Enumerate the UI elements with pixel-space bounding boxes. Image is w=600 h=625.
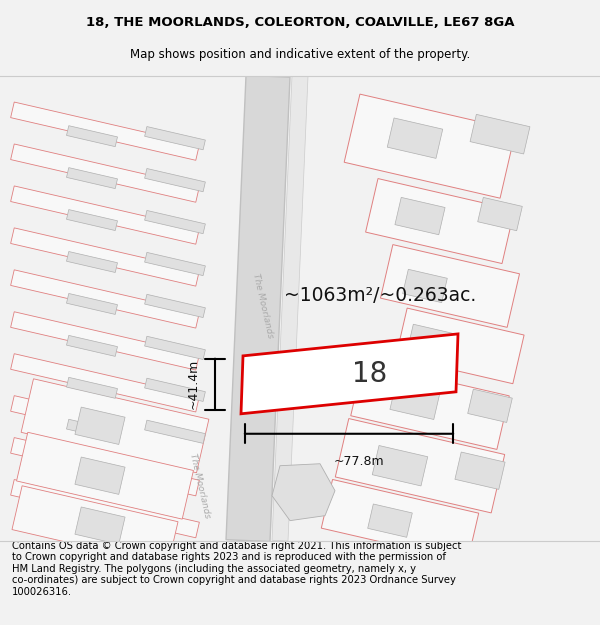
Polygon shape <box>145 420 205 443</box>
Polygon shape <box>67 168 118 189</box>
Polygon shape <box>145 211 205 234</box>
Polygon shape <box>11 270 199 328</box>
Text: 18: 18 <box>352 360 387 388</box>
Polygon shape <box>408 324 452 357</box>
Text: Map shows position and indicative extent of the property.: Map shows position and indicative extent… <box>130 48 470 61</box>
Polygon shape <box>75 457 125 494</box>
Polygon shape <box>380 244 520 328</box>
Polygon shape <box>67 251 118 272</box>
Polygon shape <box>395 198 445 235</box>
Text: ~41.4m: ~41.4m <box>187 359 199 409</box>
Polygon shape <box>145 336 205 359</box>
Polygon shape <box>17 432 193 519</box>
Polygon shape <box>455 452 505 489</box>
Polygon shape <box>21 379 209 472</box>
Polygon shape <box>396 308 524 384</box>
Polygon shape <box>145 126 205 150</box>
Polygon shape <box>226 75 290 542</box>
Polygon shape <box>272 464 335 521</box>
Polygon shape <box>11 228 199 286</box>
Polygon shape <box>335 419 505 513</box>
Text: The Moorlands: The Moorlands <box>188 452 212 519</box>
Polygon shape <box>67 336 118 356</box>
Polygon shape <box>12 486 178 566</box>
Polygon shape <box>241 334 458 414</box>
Polygon shape <box>67 378 118 398</box>
Polygon shape <box>478 198 522 231</box>
Text: ~1063m²/~0.263ac.: ~1063m²/~0.263ac. <box>284 286 476 306</box>
Polygon shape <box>11 438 199 496</box>
Polygon shape <box>372 446 428 486</box>
Polygon shape <box>11 312 199 370</box>
Polygon shape <box>387 118 443 158</box>
Polygon shape <box>470 114 530 154</box>
Polygon shape <box>75 407 125 444</box>
Polygon shape <box>351 362 509 449</box>
Polygon shape <box>145 169 205 192</box>
Text: The Moorlands: The Moorlands <box>251 272 275 339</box>
Text: ~77.8m: ~77.8m <box>334 455 385 468</box>
Polygon shape <box>145 378 205 401</box>
Polygon shape <box>67 294 118 314</box>
Polygon shape <box>145 253 205 276</box>
Polygon shape <box>11 354 199 412</box>
Polygon shape <box>11 479 199 538</box>
Polygon shape <box>145 294 205 318</box>
Polygon shape <box>368 504 412 538</box>
Text: 18, THE MOORLANDS, COLEORTON, COALVILLE, LE67 8GA: 18, THE MOORLANDS, COLEORTON, COALVILLE,… <box>86 16 514 29</box>
Polygon shape <box>344 94 516 198</box>
Polygon shape <box>11 144 199 202</box>
Polygon shape <box>390 382 440 419</box>
Polygon shape <box>365 179 514 264</box>
Polygon shape <box>468 389 512 422</box>
Polygon shape <box>67 126 118 147</box>
Polygon shape <box>67 209 118 231</box>
Polygon shape <box>11 396 199 454</box>
Polygon shape <box>272 76 308 541</box>
Polygon shape <box>321 479 479 562</box>
Polygon shape <box>67 419 118 440</box>
Polygon shape <box>75 507 125 544</box>
Polygon shape <box>11 102 199 160</box>
Text: Contains OS data © Crown copyright and database right 2021. This information is : Contains OS data © Crown copyright and d… <box>12 541 461 597</box>
Polygon shape <box>11 186 199 244</box>
Polygon shape <box>403 269 447 302</box>
